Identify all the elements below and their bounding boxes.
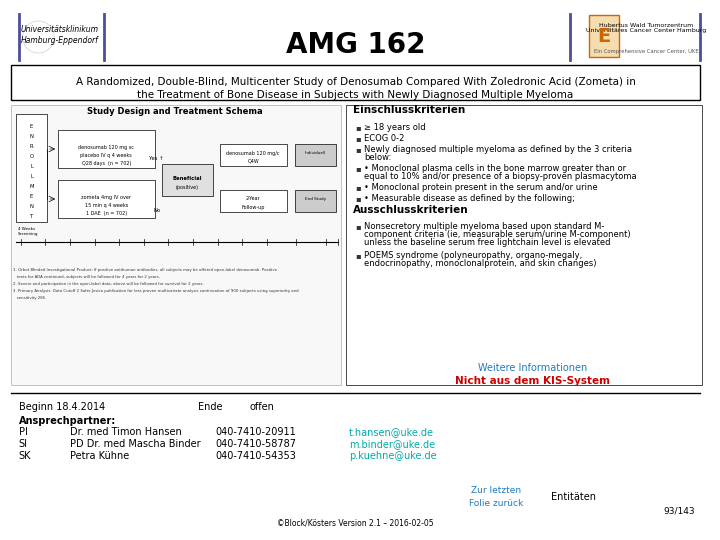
Text: Individuell: Individuell bbox=[305, 151, 325, 155]
Text: offen: offen bbox=[249, 402, 274, 412]
Text: t.hansen@uke.de: t.hansen@uke.de bbox=[348, 427, 433, 437]
Text: 3. Primary Analysis: Data Cutoff 2 Safer Jesica publication for less proven mult: 3. Primary Analysis: Data Cutoff 2 Safer… bbox=[13, 289, 298, 293]
Text: Nicht aus dem KIS-System: Nicht aus dem KIS-System bbox=[456, 376, 611, 386]
Text: Ein Comprehensive Cancer Center, UKE: Ein Comprehensive Cancer Center, UKE bbox=[594, 50, 698, 55]
Text: Nonsecretory multiple myeloma based upon standard M-: Nonsecretory multiple myeloma based upon… bbox=[364, 222, 605, 231]
Text: ≥ 18 years old: ≥ 18 years old bbox=[364, 123, 426, 132]
Text: Hubertus Wald Tumorzentrum
Universitäres Cancer Center Hamburg: Hubertus Wald Tumorzentrum Universitäres… bbox=[586, 23, 706, 33]
Text: N: N bbox=[30, 204, 33, 208]
FancyBboxPatch shape bbox=[11, 65, 701, 100]
Text: L: L bbox=[30, 164, 33, 168]
Text: ▪: ▪ bbox=[356, 251, 361, 260]
Text: E: E bbox=[597, 28, 611, 46]
Text: Ansprechpartner:: Ansprechpartner: bbox=[19, 416, 116, 426]
Text: component criteria (ie, measurable serum/urine M-component): component criteria (ie, measurable serum… bbox=[364, 230, 631, 239]
Text: Newly diagnosed multiple myeloma as defined by the 3 criteria: Newly diagnosed multiple myeloma as defi… bbox=[364, 145, 632, 154]
Text: Beginn 18.4.2014: Beginn 18.4.2014 bbox=[19, 402, 105, 412]
FancyBboxPatch shape bbox=[589, 15, 618, 57]
Text: 040-7410-20911: 040-7410-20911 bbox=[216, 427, 297, 437]
Text: Study Design and Treatment Schema: Study Design and Treatment Schema bbox=[88, 107, 263, 117]
Text: Ausschlusskriterien: Ausschlusskriterien bbox=[353, 205, 468, 215]
Text: p.kuehne@uke.de: p.kuehne@uke.de bbox=[348, 451, 436, 461]
Text: below:: below: bbox=[364, 153, 392, 162]
Text: 040-7410-58787: 040-7410-58787 bbox=[216, 439, 297, 449]
FancyBboxPatch shape bbox=[58, 130, 155, 168]
Text: ▪: ▪ bbox=[356, 164, 361, 173]
Text: ▪: ▪ bbox=[356, 222, 361, 231]
Text: • Measurable disease as defined by the following;: • Measurable disease as defined by the f… bbox=[364, 194, 575, 203]
Text: N: N bbox=[30, 133, 33, 138]
Text: ▪: ▪ bbox=[356, 194, 361, 203]
Text: PI: PI bbox=[19, 427, 27, 437]
Text: Follow-up: Follow-up bbox=[241, 205, 265, 210]
Text: Beneficial: Beneficial bbox=[172, 176, 202, 180]
Text: R: R bbox=[30, 144, 33, 149]
Text: POEMS syndrome (polyneuropathy, organo-megaly,: POEMS syndrome (polyneuropathy, organo-m… bbox=[364, 251, 582, 260]
Text: 1. Orbot Blinded Investigational Product: If positive antihuman antibodies, all : 1. Orbot Blinded Investigational Product… bbox=[13, 268, 276, 272]
Text: ▪: ▪ bbox=[356, 134, 361, 143]
Text: 4 Weeks: 4 Weeks bbox=[18, 227, 35, 231]
Text: placebo IV q 4 weeks: placebo IV q 4 weeks bbox=[81, 153, 132, 159]
FancyBboxPatch shape bbox=[220, 144, 287, 166]
Text: zometa 4mg IV over: zometa 4mg IV over bbox=[81, 194, 131, 199]
Text: 2. Severe and participation in the open-label data, above will be followed for s: 2. Severe and participation in the open-… bbox=[13, 282, 204, 286]
FancyBboxPatch shape bbox=[294, 190, 336, 212]
Text: L: L bbox=[30, 173, 33, 179]
Text: Yes ↑: Yes ↑ bbox=[149, 156, 164, 160]
Text: SK: SK bbox=[19, 451, 31, 461]
Text: End Study: End Study bbox=[305, 197, 325, 201]
Text: • Monoclonal plasma cells in the bone marrow greater than or: • Monoclonal plasma cells in the bone ma… bbox=[364, 164, 626, 173]
Text: AMG 162: AMG 162 bbox=[286, 31, 426, 59]
Text: ECOG 0-2: ECOG 0-2 bbox=[364, 134, 405, 143]
Text: Weitere Informationen: Weitere Informationen bbox=[478, 363, 588, 373]
Text: 15 min q 4 weeks: 15 min q 4 weeks bbox=[85, 204, 128, 208]
Text: Zur letzten
Folie zurück: Zur letzten Folie zurück bbox=[469, 486, 523, 508]
Text: the Treatment of Bone Disease in Subjects with Newly Diagnosed Multiple Myeloma: the Treatment of Bone Disease in Subject… bbox=[138, 90, 574, 100]
Text: • Monoclonal protein present in the serum and/or urine: • Monoclonal protein present in the seru… bbox=[364, 183, 598, 192]
Text: Entitäten: Entitäten bbox=[551, 492, 595, 502]
Text: Ende: Ende bbox=[198, 402, 222, 412]
Text: endocrinopathy, monoclonalprotein, and skin changes): endocrinopathy, monoclonalprotein, and s… bbox=[364, 259, 597, 268]
Text: E: E bbox=[30, 124, 33, 129]
Text: Screening: Screening bbox=[18, 232, 38, 236]
FancyBboxPatch shape bbox=[294, 144, 336, 166]
Text: 040-7410-54353: 040-7410-54353 bbox=[216, 451, 297, 461]
Text: denosumab 120 mg sc: denosumab 120 mg sc bbox=[78, 145, 135, 150]
FancyBboxPatch shape bbox=[58, 180, 155, 218]
Text: No: No bbox=[153, 207, 160, 213]
Text: A Randomized, Double-Blind, Multicenter Study of Denosumab Compared With Zoledro: A Randomized, Double-Blind, Multicenter … bbox=[76, 77, 636, 87]
Text: PD Dr. med Mascha Binder: PD Dr. med Mascha Binder bbox=[70, 439, 201, 449]
Text: (positive): (positive) bbox=[176, 185, 199, 190]
Text: Petra Kühne: Petra Kühne bbox=[70, 451, 129, 461]
Text: ▪: ▪ bbox=[356, 183, 361, 192]
FancyBboxPatch shape bbox=[161, 164, 212, 196]
Text: 93/143: 93/143 bbox=[664, 507, 696, 516]
Text: ▪: ▪ bbox=[356, 145, 361, 154]
Text: tents for ADA continued, subjects will be followed for 4 years for 2 years.: tents for ADA continued, subjects will b… bbox=[13, 275, 160, 279]
Text: unless the baseline serum free lightchain level is elevated: unless the baseline serum free lightchai… bbox=[364, 238, 611, 247]
Text: O: O bbox=[30, 153, 33, 159]
Text: ©Block/Kösters Version 2.1 – 2016-02-05: ©Block/Kösters Version 2.1 – 2016-02-05 bbox=[277, 518, 434, 528]
Text: Universitätsklinikum
Hamburg-Eppendorf: Universitätsklinikum Hamburg-Eppendorf bbox=[21, 25, 99, 45]
Text: Einschlusskriterien: Einschlusskriterien bbox=[353, 105, 465, 115]
Text: ▪: ▪ bbox=[356, 123, 361, 132]
Text: Q28 days  (n = 702): Q28 days (n = 702) bbox=[81, 161, 131, 166]
FancyBboxPatch shape bbox=[11, 105, 341, 385]
Text: T: T bbox=[30, 213, 33, 219]
Text: denosumab 120 mg/c: denosumab 120 mg/c bbox=[226, 151, 280, 156]
Text: M: M bbox=[30, 184, 34, 188]
Text: equal to 10% and/or presence of a biopsy-proven plasmacytoma: equal to 10% and/or presence of a biopsy… bbox=[364, 172, 637, 181]
FancyBboxPatch shape bbox=[346, 105, 703, 385]
Text: m.binder@uke.de: m.binder@uke.de bbox=[348, 439, 435, 449]
Text: SI: SI bbox=[19, 439, 27, 449]
Text: sensitivity 285.: sensitivity 285. bbox=[13, 296, 46, 300]
Text: Dr. med Timon Hansen: Dr. med Timon Hansen bbox=[70, 427, 181, 437]
Text: E: E bbox=[30, 193, 33, 199]
FancyBboxPatch shape bbox=[220, 190, 287, 212]
FancyBboxPatch shape bbox=[16, 114, 48, 222]
Text: Q4W: Q4W bbox=[247, 159, 259, 164]
Text: 2-Year: 2-Year bbox=[246, 197, 261, 201]
Text: 1 DAE  (n = 702): 1 DAE (n = 702) bbox=[86, 212, 127, 217]
